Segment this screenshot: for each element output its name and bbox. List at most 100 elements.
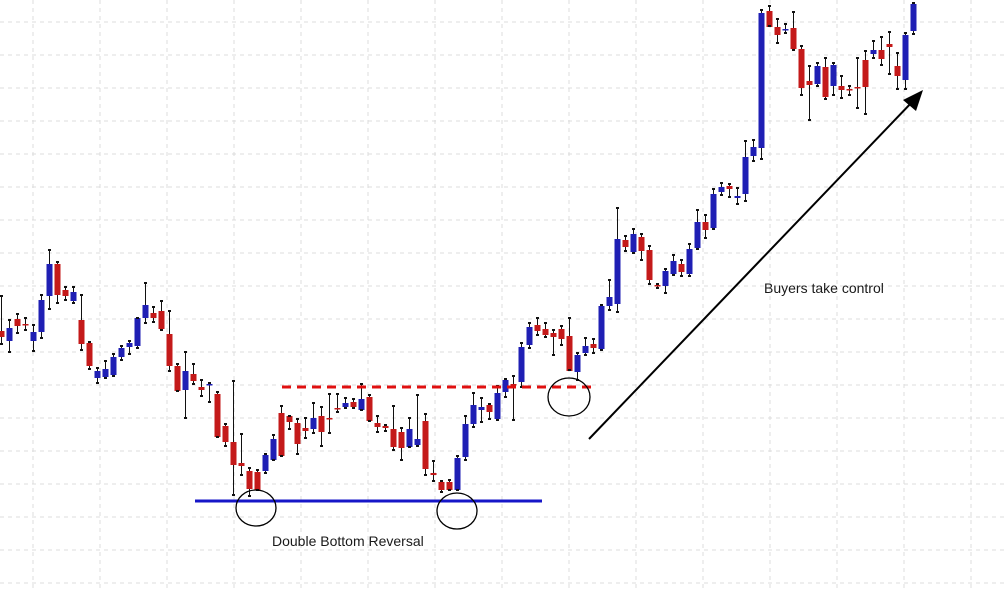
- candle-high-tick: [168, 310, 171, 312]
- candle-body: [318, 416, 325, 432]
- candle: [390, 405, 397, 451]
- candle-high-tick: [72, 286, 75, 288]
- candle-body: [238, 463, 245, 466]
- candle-body: [510, 384, 517, 386]
- candle: [382, 424, 389, 432]
- candle-body: [902, 35, 909, 80]
- candle-body: [830, 65, 837, 86]
- candle-high-tick: [680, 259, 683, 261]
- candle-low-tick: [8, 351, 11, 353]
- candle-body: [262, 455, 269, 471]
- candle: [510, 375, 517, 421]
- candle: [910, 2, 917, 35]
- candle-low-tick: [336, 411, 339, 413]
- candle-high-tick: [624, 235, 627, 237]
- candle-high-tick: [200, 379, 203, 381]
- candle: [806, 65, 813, 121]
- candle: [134, 317, 141, 349]
- candle: [902, 32, 909, 90]
- candle-body: [278, 413, 285, 456]
- candle-high-tick: [24, 317, 27, 319]
- candle: [534, 317, 541, 336]
- candle: [774, 18, 781, 44]
- candle-high-tick: [816, 62, 819, 64]
- candle-body: [606, 297, 613, 306]
- candle: [262, 453, 269, 474]
- candle-low-tick: [160, 329, 163, 331]
- candle: [766, 5, 773, 27]
- candle-body: [382, 426, 389, 428]
- candle-low-tick: [648, 283, 651, 285]
- candle: [222, 423, 229, 447]
- candle-high-tick: [688, 243, 691, 245]
- candle-low-tick: [432, 480, 435, 482]
- candle-low-tick: [48, 308, 51, 310]
- candle-high-tick: [312, 402, 315, 404]
- candle: [110, 353, 117, 377]
- candle: [6, 319, 13, 353]
- candle-high-tick: [832, 62, 835, 64]
- candle-body: [766, 11, 773, 27]
- candle-low-tick: [752, 160, 755, 162]
- candle-body: [110, 357, 117, 375]
- candle-body: [854, 87, 861, 89]
- candle-high-tick: [536, 317, 539, 319]
- candle: [646, 245, 653, 285]
- candle: [102, 360, 109, 379]
- candle-low-tick: [704, 237, 707, 239]
- candle-low-tick: [56, 302, 59, 304]
- candle-high-tick: [648, 245, 651, 247]
- candle-low-tick: [528, 347, 531, 349]
- candle: [750, 139, 757, 162]
- double-bottom-label: Double Bottom Reversal: [272, 533, 424, 549]
- candle-high-tick: [488, 403, 491, 405]
- candle-high-tick: [272, 434, 275, 436]
- candle: [686, 243, 693, 277]
- candle-high-tick: [848, 85, 851, 87]
- candle-body: [206, 384, 213, 386]
- candle-low-tick: [376, 431, 379, 433]
- candle: [158, 300, 165, 331]
- candle: [374, 415, 381, 433]
- candle-low-tick: [520, 386, 523, 388]
- candle-low-tick: [368, 420, 371, 422]
- candle: [710, 188, 717, 230]
- candle-low-tick: [536, 334, 539, 336]
- bottom-two-circle: [436, 492, 478, 530]
- candle-high-tick: [232, 380, 235, 382]
- candle-high-tick: [736, 187, 739, 189]
- candle-high-tick: [840, 75, 843, 77]
- candle: [70, 286, 77, 304]
- candle-body: [838, 86, 845, 90]
- candle-body: [598, 306, 605, 349]
- candle-low-tick: [64, 299, 67, 301]
- candle: [206, 382, 213, 403]
- candle: [62, 286, 69, 301]
- candle-body: [6, 328, 13, 341]
- candle-low-tick: [840, 97, 843, 99]
- candle-high-tick: [512, 375, 515, 377]
- candle-low-tick: [400, 459, 403, 461]
- candle-body: [638, 237, 645, 251]
- candle: [254, 469, 261, 491]
- candle-low-tick: [712, 228, 715, 230]
- candle: [598, 304, 605, 351]
- candle-body: [686, 249, 693, 274]
- candle-high-tick: [592, 338, 595, 340]
- candle-high-tick: [328, 393, 331, 395]
- candle-low-tick: [408, 446, 411, 448]
- candle-high-tick: [616, 207, 619, 209]
- candle-low-tick: [880, 64, 883, 66]
- candle-high-tick: [392, 405, 395, 407]
- candle-body: [558, 329, 565, 339]
- candle: [526, 322, 533, 349]
- candle-body: [734, 196, 741, 198]
- candle-low-tick: [904, 88, 907, 90]
- candle-high-tick: [672, 254, 675, 256]
- candle-high-tick: [112, 353, 115, 355]
- candle: [886, 31, 893, 75]
- candle-high-tick: [480, 397, 483, 399]
- candle-body: [438, 482, 445, 490]
- candle: [94, 367, 101, 384]
